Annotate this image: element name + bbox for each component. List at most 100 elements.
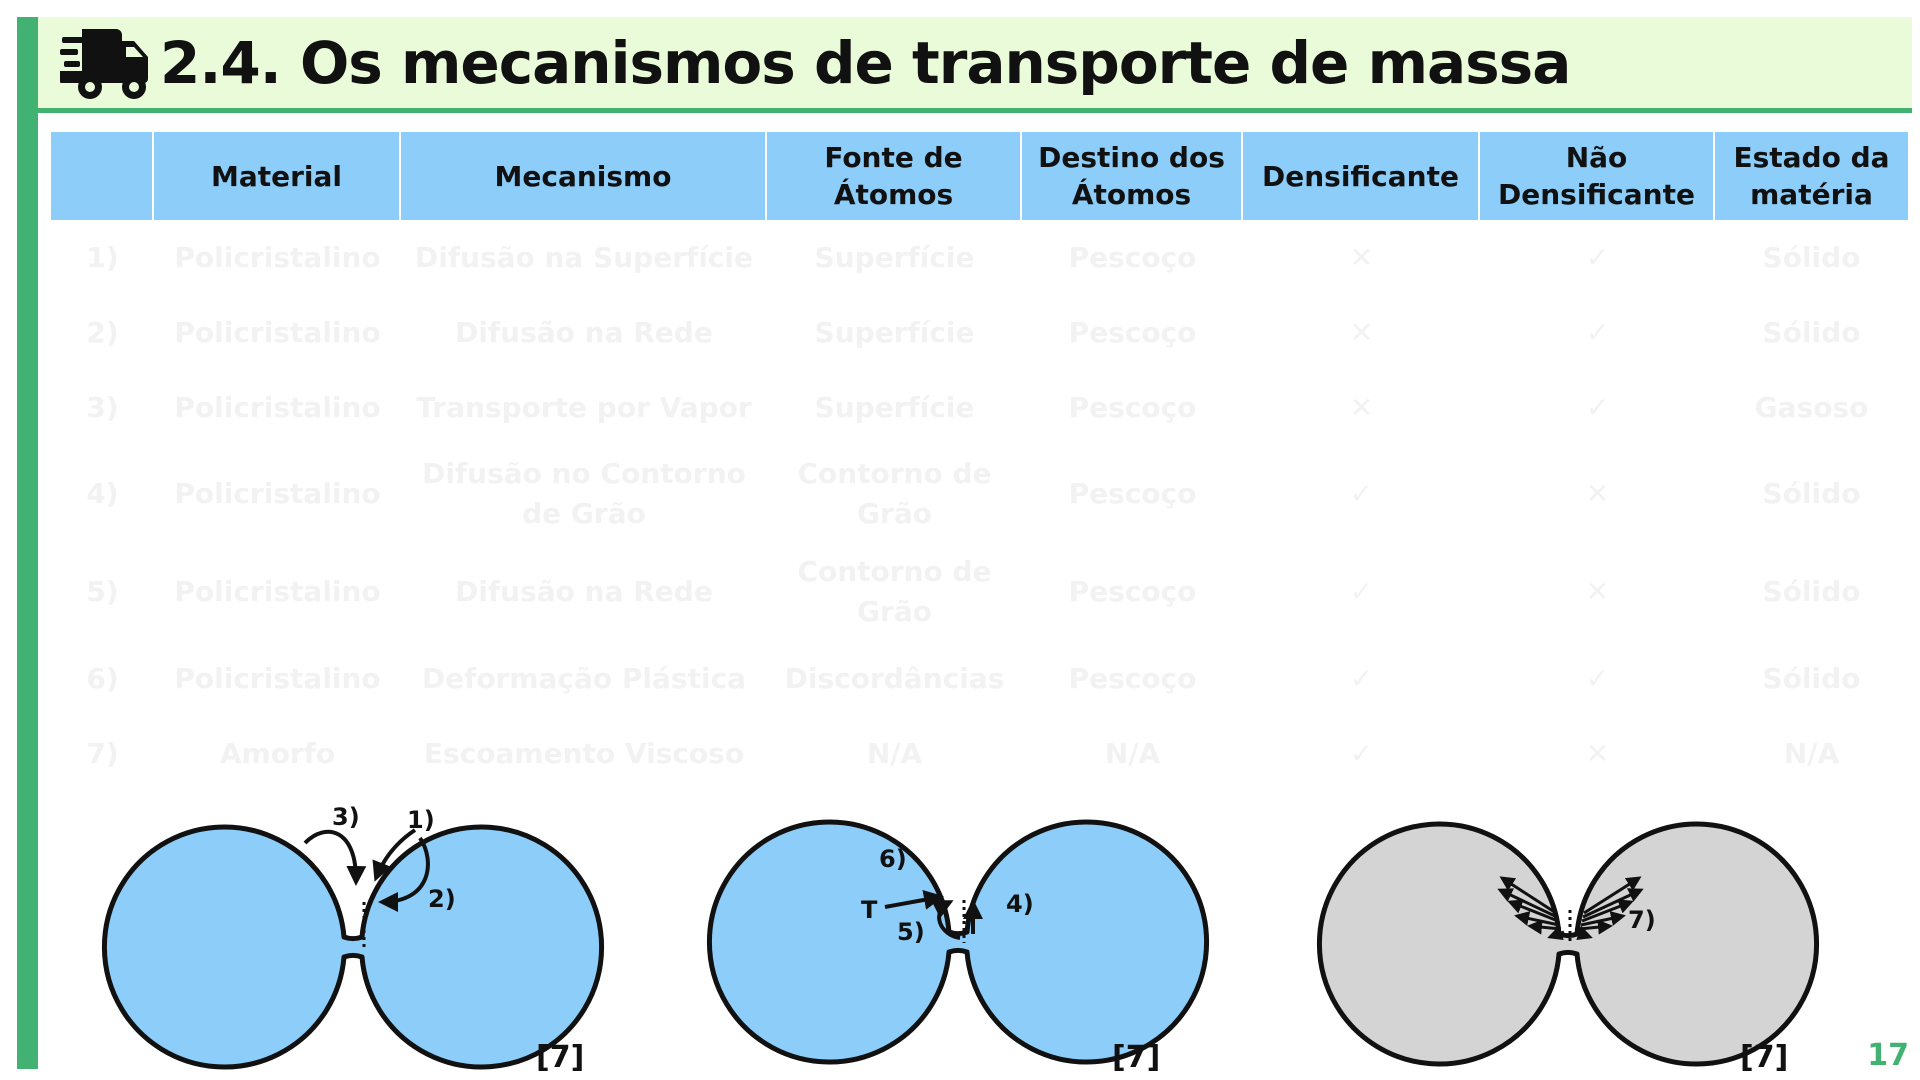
reference-label: [7]: [1112, 1040, 1161, 1075]
table-cell: Superfície: [814, 390, 975, 424]
table-cell: Policristalino: [174, 575, 381, 608]
page-number: 17: [1867, 1038, 1909, 1073]
table-cell: Pescoço: [1068, 240, 1197, 274]
mechanisms-table-container: Material Mecanismo Fonte de Átomos Desti…: [51, 132, 1908, 791]
table-cell: ✓: [1349, 477, 1374, 510]
table-cell: Sólido: [1762, 240, 1861, 274]
plastic-deformation-arrow: [884, 890, 944, 910]
table-cell: Pescoço: [1068, 477, 1197, 510]
column-header: Mecanismo: [401, 132, 767, 220]
table-cell: Sólido: [1762, 661, 1861, 695]
table-cell: ✕: [1349, 390, 1374, 424]
table-cell: Pescoço: [1068, 390, 1197, 424]
table-cell: Gasoso: [1754, 390, 1869, 424]
table-cell: 7): [86, 736, 119, 770]
particle-pair: [1317, 821, 1819, 1067]
table-cell: Policristalino: [174, 390, 381, 424]
table-cell: Sólido: [1762, 575, 1861, 608]
diagram-label: 1): [407, 806, 435, 834]
table-cell: Difusão na Rede: [455, 575, 713, 608]
table-cell: 4): [86, 477, 119, 510]
reference-label: [7]: [1740, 1040, 1789, 1075]
particle-pair: [707, 819, 1209, 1065]
viscous-flow-arrows: [1497, 876, 1644, 941]
table-cell: ✓: [1585, 661, 1610, 695]
boundary-transport-diagram: 6) T 5) 4): [707, 819, 1209, 1065]
lattice-diffusion-arrow: [378, 836, 430, 912]
table-cell: ✓: [1585, 390, 1610, 424]
table-cell: Sólido: [1762, 315, 1861, 349]
column-header: Destino dos Átomos: [1022, 132, 1243, 220]
table-cell: Superfície: [814, 240, 975, 274]
reference-label: [7]: [536, 1040, 585, 1075]
table-row: 3) Policristalino Transporte por Vapor S…: [51, 370, 1908, 445]
table-row: 2) Policristalino Difusão na Rede Superf…: [51, 295, 1908, 370]
table-cell: ✕: [1585, 575, 1610, 608]
table-cell: Difusão na Superfície: [415, 240, 753, 274]
diagram-label: 6): [879, 845, 907, 873]
left-accent-bar: [17, 17, 38, 1069]
table-row: 5) Policristalino Difusão na Rede Contor…: [51, 543, 1908, 641]
diagram-label: 5): [897, 918, 925, 946]
table-cell: ✓: [1585, 315, 1610, 349]
diagram-label: 4): [1006, 890, 1034, 918]
viscous-flow-diagram: 7): [1317, 821, 1819, 1067]
table-row: 1) Policristalino Difusão na Superfície …: [51, 220, 1908, 295]
table-cell: Superfície: [814, 315, 975, 349]
truck-fast-icon: [60, 28, 148, 99]
table-cell: 3): [86, 390, 119, 424]
table-cell: Pescoço: [1068, 315, 1197, 349]
page-title: 2.4. Os mecanismos de transporte de mass…: [160, 28, 1571, 97]
column-header: Densificante: [1243, 132, 1480, 220]
column-header: Estado da matéria: [1715, 132, 1908, 220]
table-cell: ✓: [1349, 736, 1374, 770]
diagram-label: 2): [428, 885, 456, 913]
column-header: [51, 132, 154, 220]
table-cell: Contorno de Grão: [797, 457, 992, 530]
table-cell: ✓: [1349, 661, 1374, 695]
table-row: 6) Policristalino Deformação Plástica Di…: [51, 641, 1908, 716]
column-header: Fonte de Átomos: [767, 132, 1022, 220]
table-cell: ✕: [1349, 240, 1374, 274]
table-cell: ✕: [1349, 315, 1374, 349]
table-cell: Pescoço: [1068, 661, 1197, 695]
table-cell: Escoamento Viscoso: [423, 736, 745, 770]
table-cell: Policristalino: [174, 315, 381, 349]
table-cell: Policristalino: [174, 240, 381, 274]
particle-pair: [102, 824, 604, 1070]
column-header: Não Densificante: [1480, 132, 1715, 220]
column-header: Material: [154, 132, 401, 220]
table-cell: 1): [86, 240, 119, 274]
table-cell: Deformação Plástica: [421, 661, 747, 695]
table-cell: Difusão na Rede: [455, 315, 713, 349]
table-header-row: Material Mecanismo Fonte de Átomos Desti…: [51, 132, 1908, 220]
table-cell: 2): [86, 315, 119, 349]
table-cell: Policristalino: [174, 477, 381, 510]
mechanisms-table: Material Mecanismo Fonte de Átomos Desti…: [51, 132, 1908, 791]
table-cell: Sólido: [1762, 477, 1861, 510]
diagram-label: 3): [332, 803, 360, 831]
table-cell: Discordâncias: [784, 661, 1005, 695]
table-cell: ✕: [1585, 477, 1610, 510]
lattice-diffusion-arrow: [931, 900, 961, 940]
vapor-transport-arrow: [303, 829, 367, 886]
table-cell: ✓: [1585, 240, 1610, 274]
table-cell: N/A: [1783, 736, 1840, 770]
table-cell: 5): [86, 575, 119, 608]
table-cell: N/A: [866, 736, 923, 770]
slide-header: 2.4. Os mecanismos de transporte de mass…: [38, 17, 1912, 113]
table-cell: Transporte por Vapor: [416, 390, 752, 424]
table-cell: N/A: [1104, 736, 1161, 770]
table-row: 4) Policristalino Difusão no Contorno de…: [51, 445, 1908, 543]
table-cell: Pescoço: [1068, 575, 1197, 608]
table-cell: Contorno de Grão: [797, 555, 992, 628]
table-cell: Policristalino: [174, 661, 381, 695]
table-row: 7) Amorfo Escoamento Viscoso N/A N/A ✓ ✕…: [51, 716, 1908, 791]
diagram-label: T: [861, 896, 878, 924]
table-cell: ✕: [1585, 736, 1610, 770]
surface-diffusion-arrow: [372, 828, 417, 882]
table-cell: 6): [86, 661, 119, 695]
surface-transport-diagram: 3) 1) 2): [102, 803, 604, 1070]
table-cell: Amorfo: [219, 736, 336, 770]
table-cell: Difusão no Contorno de Grão: [422, 457, 746, 530]
